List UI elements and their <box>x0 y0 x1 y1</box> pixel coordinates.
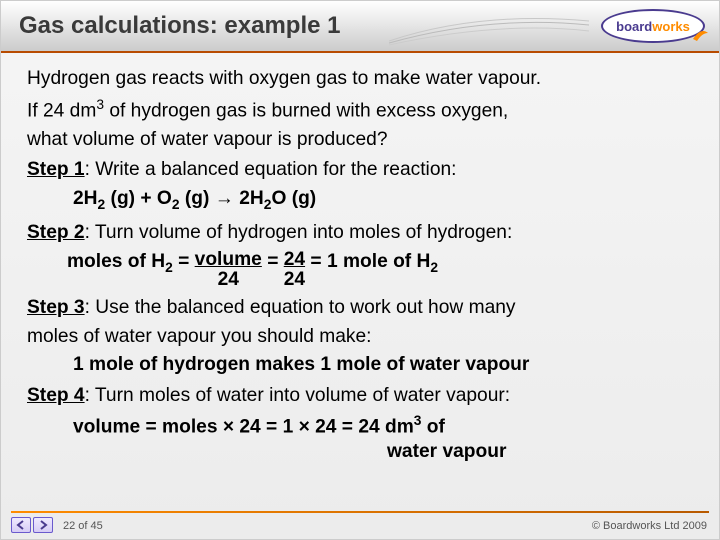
step2-label: Step 2 <box>27 222 85 243</box>
frac2-top: 24 <box>284 250 305 270</box>
logo-text-works: works <box>652 19 690 34</box>
moles-lhs-a: moles of H <box>67 251 165 272</box>
step4-label: Step 4 <box>27 385 85 406</box>
fraction-1: volume 24 <box>195 250 262 290</box>
intro-2-sup: 3 <box>96 96 104 112</box>
intro-line-3: what volume of water vapour is produced? <box>27 128 693 153</box>
copyright: © Boardworks Ltd 2009 <box>592 520 707 532</box>
step1-text: : Write a balanced equation for the reac… <box>85 159 457 180</box>
moles-sub1: 2 <box>165 259 173 275</box>
step2-text: : Turn volume of hydrogen into moles of … <box>85 222 513 243</box>
moles-sub2: 2 <box>430 259 438 275</box>
slide-footer: 22 of 45 © Boardworks Ltd 2009 <box>1 511 719 533</box>
logo-swoosh-icon <box>691 25 709 43</box>
step-4: Step 4: Turn moles of water into volume … <box>27 384 693 409</box>
slide-header: Gas calculations: example 1 boardworks <box>1 1 719 53</box>
step-1: Step 1: Write a balanced equation for th… <box>27 158 693 183</box>
balanced-equation: 2H2 (g) + O2 (g) → 2H2O (g) <box>73 187 693 214</box>
intro-line-2: If 24 dm3 of hydrogen gas is burned with… <box>27 96 693 124</box>
moles-calculation: moles of H2 = volume 24 = 24 24 = 1 mole… <box>67 250 693 290</box>
step4-text: : Turn moles of water into volume of wat… <box>85 385 511 406</box>
eq-b: (g) + O <box>105 188 172 209</box>
page-indicator: 22 of 45 <box>63 520 103 532</box>
page-sep: of <box>75 520 90 532</box>
eq-a: 2H <box>73 188 98 209</box>
eq-sub2: 2 <box>172 196 180 212</box>
step3-label: Step 3 <box>27 297 85 318</box>
logo-text-board: board <box>616 19 652 34</box>
moles-mid: = <box>267 251 284 272</box>
eq-c: (g) <box>180 188 215 209</box>
frac1-bot: 24 <box>195 270 262 290</box>
intro-line-1: Hydrogen gas reacts with oxygen gas to m… <box>27 67 693 92</box>
step4-trail: water vapour <box>387 440 693 465</box>
chevron-right-icon <box>38 520 48 530</box>
header-decoration <box>389 7 589 47</box>
slide-body: Hydrogen gas reacts with oxygen gas to m… <box>1 53 719 473</box>
step4-eq-b: of <box>421 417 444 438</box>
eq-e: O (g) <box>271 188 316 209</box>
moles-lhs-b: = <box>173 251 195 272</box>
step3-text-a: : Use the balanced equation to work out … <box>85 297 516 318</box>
footer-divider <box>11 511 709 513</box>
page-current: 22 <box>63 520 75 532</box>
step-2: Step 2: Turn volume of hydrogen into mol… <box>27 221 693 246</box>
moles-rhs-a: = 1 mole of H <box>310 251 430 272</box>
step4-equation: volume = moles × 24 = 1 × 24 = 24 dm3 of <box>73 412 693 440</box>
frac1-top: volume <box>195 250 262 270</box>
step1-label: Step 1 <box>27 159 85 180</box>
page-total: 45 <box>91 520 103 532</box>
step4-eq-a: volume = moles × 24 = 1 × 24 = 24 dm <box>73 417 414 438</box>
intro-2b: of hydrogen gas is burned with excess ox… <box>104 100 508 121</box>
chevron-left-icon <box>16 520 26 530</box>
next-button[interactable] <box>33 517 53 533</box>
eq-arrow: → <box>215 188 234 209</box>
step-3: Step 3: Use the balanced equation to wor… <box>27 296 693 321</box>
eq-d: 2H <box>234 188 264 209</box>
slide: Gas calculations: example 1 boardworks H… <box>0 0 720 540</box>
fraction-2: 24 24 <box>284 250 305 290</box>
intro-2a: If 24 dm <box>27 100 96 121</box>
logo-oval: boardworks <box>601 9 705 43</box>
frac2-bot: 24 <box>284 270 305 290</box>
boardworks-logo: boardworks <box>601 9 705 43</box>
step3-line2: moles of water vapour you should make: <box>27 325 693 350</box>
slide-title: Gas calculations: example 1 <box>19 12 340 40</box>
prev-button[interactable] <box>11 517 31 533</box>
nav-arrows <box>11 517 53 533</box>
step3-result: 1 mole of hydrogen makes 1 mole of water… <box>73 353 693 378</box>
